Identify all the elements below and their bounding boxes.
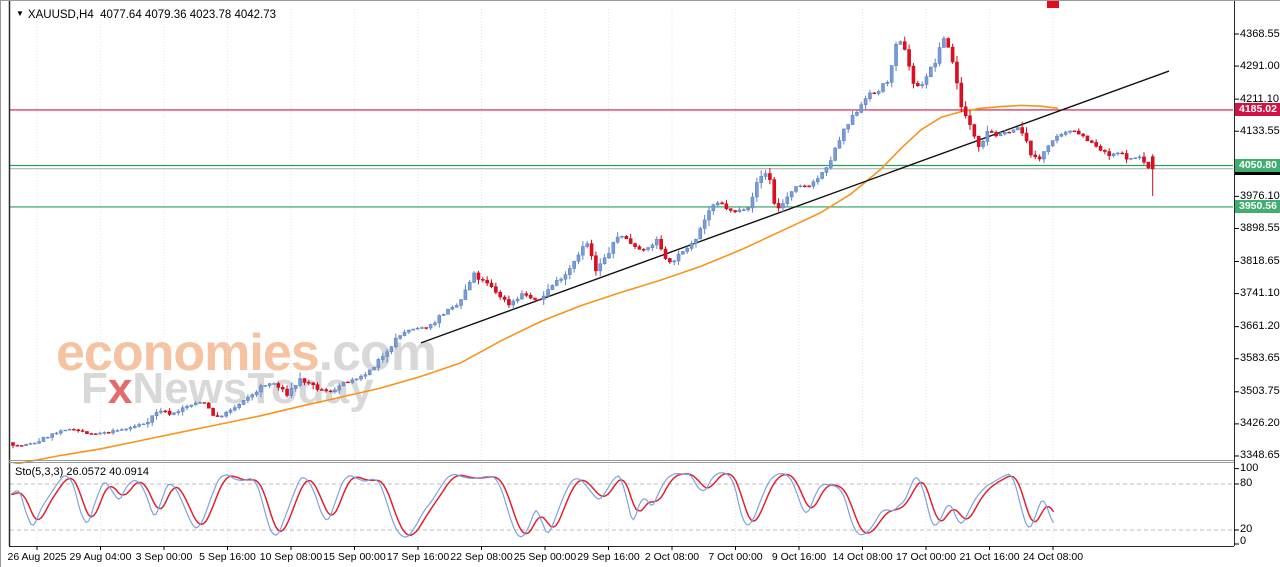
high-value: 4079.36 bbox=[144, 9, 187, 21]
watermark-f: F bbox=[81, 364, 108, 413]
close-value: 4042.73 bbox=[234, 9, 277, 21]
stoch-d-line bbox=[10, 472, 1055, 536]
symbol-ohlc-bar[interactable]: ▼ XAUUSD,H4 4077.64 4079.36 4023.78 4042.… bbox=[16, 9, 276, 21]
watermark-com-text: .com bbox=[318, 324, 437, 382]
price-tick-label: 3818.65 bbox=[1240, 255, 1280, 267]
price-tick-label: 4211.10 bbox=[1240, 92, 1279, 105]
chevron-down-icon[interactable]: ▼ bbox=[16, 9, 24, 18]
up-candle-bodies bbox=[24, 38, 1142, 446]
stochastic-panel[interactable] bbox=[10, 472, 1233, 538]
price-tick-label: 3661.20 bbox=[1240, 320, 1280, 333]
stochastic-indicator-label: Sto(5,3,3) 26.0572 40.0914 bbox=[15, 466, 149, 478]
price-tick-label: 3898.55 bbox=[1240, 221, 1280, 234]
stoch-tick-label: 100 bbox=[1240, 462, 1259, 475]
time-axis-label: 26 Aug 2025 bbox=[7, 551, 67, 563]
time-axis-label: 10 Sep 08:00 bbox=[259, 551, 323, 563]
price-tick-label: 3976.10 bbox=[1240, 189, 1280, 202]
chart-frame bbox=[8, 1, 1239, 550]
time-axis-label: 2 Oct 08:00 bbox=[644, 551, 700, 563]
watermark-fxnewstoday: FxNewsToday bbox=[81, 364, 374, 414]
clipped-red-artifact bbox=[1047, 1, 1059, 8]
price-tick-label: 3503.75 bbox=[1240, 385, 1280, 398]
price-tick-label: 4368.55 bbox=[1240, 27, 1280, 40]
stoch-k-line bbox=[10, 472, 1055, 538]
time-axis-label: 29 Sep 16:00 bbox=[577, 551, 640, 563]
time-axis-label: 3 Sep 00:00 bbox=[135, 551, 193, 563]
moving-average-line bbox=[12, 104, 1059, 464]
watermark-x: x bbox=[107, 364, 133, 413]
price-badge-4185.02[interactable]: 4185.02 bbox=[1235, 103, 1280, 117]
time-gridlines bbox=[36, 9, 1054, 546]
time-axis-label: 22 Sep 08:00 bbox=[450, 551, 513, 563]
price-tick-label: 4133.55 bbox=[1240, 124, 1280, 137]
time-axis-label: 5 Sep 16:00 bbox=[199, 551, 256, 563]
price-tick-label: 3426.20 bbox=[1240, 417, 1280, 430]
time-axis-label: 15 Sep 00:00 bbox=[323, 551, 386, 563]
price-tick-label: 3741.10 bbox=[1240, 287, 1280, 300]
time-axis-label: 7 Oct 00:00 bbox=[708, 551, 763, 563]
time-axis-label: 9 Oct 16:00 bbox=[771, 551, 827, 563]
watermark-economies: economies.com bbox=[56, 323, 437, 383]
stoch-tick-label: 80 bbox=[1240, 477, 1253, 490]
price-tick-label: 3583.65 bbox=[1240, 352, 1280, 365]
time-axis-label: 24 Oct 08:00 bbox=[1022, 551, 1084, 563]
time-axis-label: 14 Oct 08:00 bbox=[832, 551, 893, 563]
watermark-economies-text: economies bbox=[56, 324, 320, 382]
up-candle-wicks bbox=[25, 36, 1141, 447]
time-axis-label: 17 Oct 00:00 bbox=[895, 551, 957, 563]
open-value: 4077.64 bbox=[100, 9, 142, 21]
time-axis-label: 25 Sep 00:00 bbox=[513, 551, 577, 563]
stoch-tick-label: 0 bbox=[1240, 534, 1247, 547]
time-axis-label: 21 Oct 16:00 bbox=[959, 551, 1020, 563]
trendline[interactable] bbox=[420, 70, 1170, 344]
price-badge-4050.80[interactable]: 4050.80 bbox=[1235, 158, 1280, 172]
watermark-newstoday: NewsToday bbox=[132, 364, 374, 413]
price-badge-3950.56[interactable]: 3950.56 bbox=[1235, 200, 1280, 214]
price-panel[interactable] bbox=[10, 36, 1233, 464]
stoch-tick-label: 20 bbox=[1240, 523, 1253, 536]
low-value: 4023.78 bbox=[189, 9, 232, 21]
price-tick-label: 3348.65 bbox=[1240, 449, 1280, 462]
time-axis-label: 29 Aug 04:00 bbox=[69, 551, 132, 563]
time-axis-label: 17 Sep 16:00 bbox=[386, 551, 450, 563]
price-tick-label: 4291.00 bbox=[1240, 59, 1280, 72]
down-candle-bodies bbox=[11, 38, 1155, 447]
symbol-label: XAUUSD,H4 bbox=[27, 9, 94, 21]
